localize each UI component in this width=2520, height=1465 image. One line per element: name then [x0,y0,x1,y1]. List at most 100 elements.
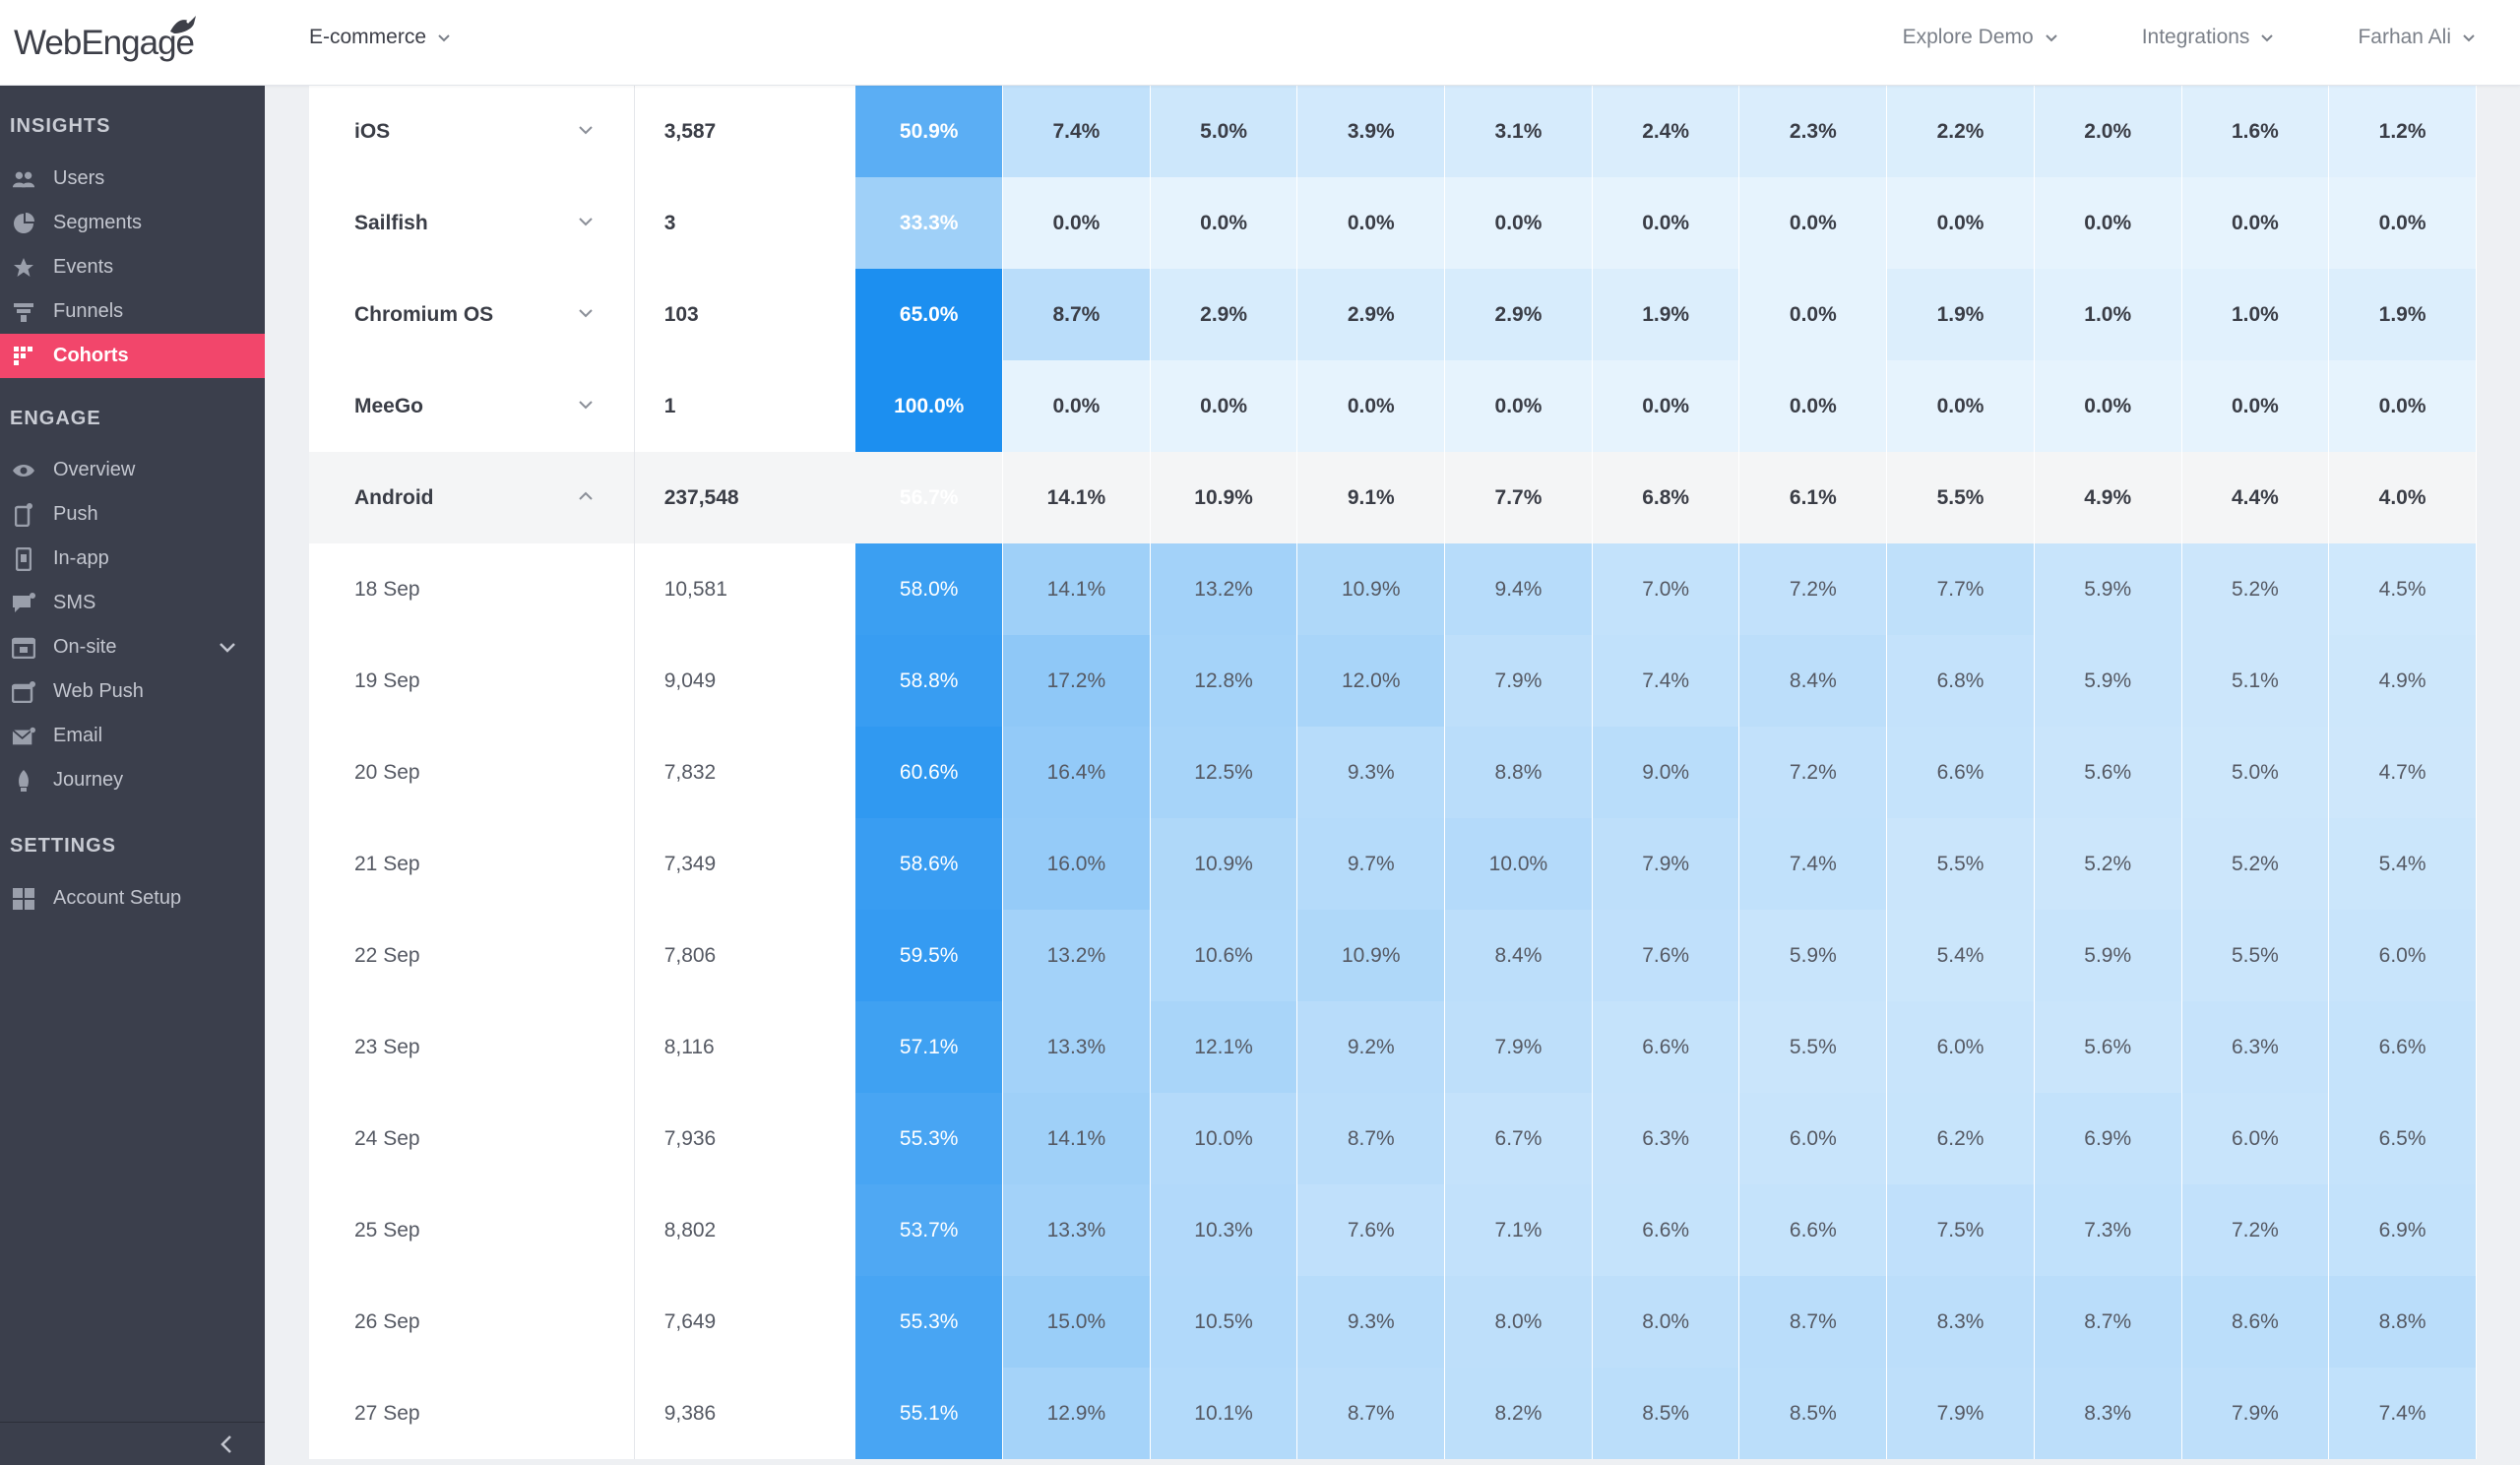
sidebar-item-email[interactable]: Email [0,714,265,758]
cohort-size: 9,386 [663,1401,717,1425]
funnels-icon [12,300,35,324]
cohort-group-row[interactable]: Android 237,548 56.7% 14.1% 10.9% 9.1% 7.7% 6.8… [309,452,2477,543]
retention-cell: 5.9% [2034,635,2182,727]
retention-cell: 7.6% [1297,1184,1446,1276]
cohort-size: 3 [663,211,676,234]
retention-cell: 7.4% [1592,635,1740,727]
sidebar-item-push[interactable]: Push [0,492,265,537]
retention-cell: 1.0% [2034,269,2182,360]
sidebar-item-in-app[interactable]: In-app [0,537,265,581]
chevron-down-icon[interactable] [577,121,595,139]
sidebar-item-label: SMS [53,592,96,613]
row-label-text: 25 Sep [354,1218,420,1242]
retention-cell: 8.7% [1739,1276,1888,1368]
retention-cell: 7.7% [1887,543,2035,635]
chevron-down-icon[interactable] [577,213,595,230]
chevron-down-icon[interactable] [577,304,595,322]
sidebar-item-cohorts[interactable]: Cohorts [0,334,265,378]
retention-cell-day0: 50.9% [855,86,1004,177]
sidebar: INSIGHTS Users Segments Events Funnels C… [0,86,265,1465]
retention-cell: 5.9% [1739,910,1888,1001]
row-label: 22 Sep [309,910,635,1001]
retention-cell: 7.4% [2329,1368,2477,1459]
cohort-size: 237,548 [634,452,856,543]
retention-cell: 12.9% [1003,1368,1151,1459]
sidebar-item-label: Overview [53,459,136,480]
row-label-text: 22 Sep [354,943,420,967]
journey-icon [12,769,35,793]
row-label: 21 Sep [309,818,635,910]
retention-cell: 10.0% [1445,818,1593,910]
collapse-sidebar-icon[interactable] [218,1433,235,1456]
retention-cell: 8.5% [1592,1368,1740,1459]
retention-cell: 8.7% [1003,269,1151,360]
sidebar-item-journey[interactable]: Journey [0,758,265,802]
cohort-size: 3,587 [663,119,717,143]
sidebar-item-funnels[interactable]: Funnels [0,289,265,334]
retention-cell: 7.1% [1445,1184,1593,1276]
retention-cell: 0.0% [1150,177,1298,269]
retention-cell: 7.4% [1003,86,1151,177]
retention-cell: 5.6% [2034,1001,2182,1093]
retention-cell: 14.1% [1003,452,1151,543]
retention-cell: 0.0% [1297,360,1446,452]
retention-cell: 5.9% [2034,543,2182,635]
cohort-date-row: 22 Sep 7,806 59.5% 13.2% 10.6% 10.9% 8.4% 7.6% 5… [309,910,2477,1001]
cohort-size: 1 [663,394,676,417]
top-bar: WebEngage E-commerce Explore Demo Integr… [0,0,2520,86]
retention-cell: 12.0% [1297,635,1446,727]
sidebar-item-web-push[interactable]: Web Push [0,669,265,714]
sidebar-item-label: On-site [53,636,117,658]
sidebar-item-segments[interactable]: Segments [0,201,265,245]
retention-cell: 0.0% [1739,269,1888,360]
chevron-down-icon[interactable] [218,637,237,657]
retention-cell: 14.1% [1003,1093,1151,1184]
sidebar-item-users[interactable]: Users [0,157,265,201]
retention-cell: 1.6% [2181,86,2330,177]
segments-icon [12,212,35,235]
explore-demo-menu[interactable]: Explore Demo [1903,26,2059,49]
row-label: iOS [309,86,635,177]
retention-cell: 5.5% [1887,452,2035,543]
retention-cell-day0: 53.7% [855,1184,1004,1276]
sidebar-item-on-site[interactable]: On-site [0,625,265,669]
user-menu[interactable]: Farhan Ali [2358,26,2477,49]
explore-demo-label: Explore Demo [1902,26,2034,48]
retention-cell: 13.2% [1003,910,1151,1001]
retention-cell-day0: 55.3% [855,1276,1004,1368]
cohort-group-row[interactable]: Chromium OS 103 65.0% 8.7% 2.9% 2.9% 2.9% 1.9% 0… [309,269,2477,360]
users-icon [12,167,35,191]
project-selector[interactable]: E-commerce [309,26,452,49]
cohort-group-row[interactable]: MeeGo 1 100.0% 0.0% 0.0% 0.0% 0.0% 0.0% 0.0% 0.0%… [309,360,2477,452]
webengage-logo[interactable]: WebEngage [14,14,197,73]
retention-cell: 0.0% [2034,177,2182,269]
retention-cell: 5.2% [2181,818,2330,910]
retention-cell: 0.0% [2181,177,2330,269]
logo-text: WebEngage [14,24,195,62]
retention-cell: 5.6% [2034,727,2182,818]
retention-cell: 7.0% [1592,543,1740,635]
email-icon [12,725,35,748]
chevron-down-icon[interactable] [577,396,595,414]
retention-cell: 6.0% [1887,1001,2035,1093]
sidebar-item-label: Cohorts [53,345,129,366]
sidebar-item-events[interactable]: Events [0,245,265,289]
integrations-menu[interactable]: Integrations [2142,26,2276,49]
retention-cell: 2.4% [1592,86,1740,177]
retention-cell: 5.4% [1887,910,2035,1001]
sidebar-item-account-setup[interactable]: Account Setup [0,876,265,921]
cohort-group-row[interactable]: Sailfish 3 33.3% 0.0% 0.0% 0.0% 0.0% 0.0% 0.0% 0.… [309,177,2477,269]
retention-cell: 2.0% [2034,86,2182,177]
chevron-up-icon[interactable] [577,487,595,505]
retention-cell: 6.3% [1592,1093,1740,1184]
sidebar-item-overview[interactable]: Overview [0,448,265,492]
sidebar-item-label: Email [53,725,103,746]
cohort-date-row: 19 Sep 9,049 58.8% 17.2% 12.8% 12.0% 7.9% 7.4% 8… [309,635,2477,727]
retention-cell: 10.5% [1150,1276,1298,1368]
retention-cell: 6.1% [1739,452,1888,543]
sidebar-item-sms[interactable]: SMS [0,581,265,625]
retention-cell-day0: 57.1% [855,1001,1004,1093]
retention-cell: 5.0% [1150,86,1298,177]
cohort-group-row[interactable]: iOS 3,587 50.9% 7.4% 5.0% 3.9% 3.1% 2.4% 2.3% 2.2… [309,86,2477,177]
retention-cell: 5.9% [2034,910,2182,1001]
